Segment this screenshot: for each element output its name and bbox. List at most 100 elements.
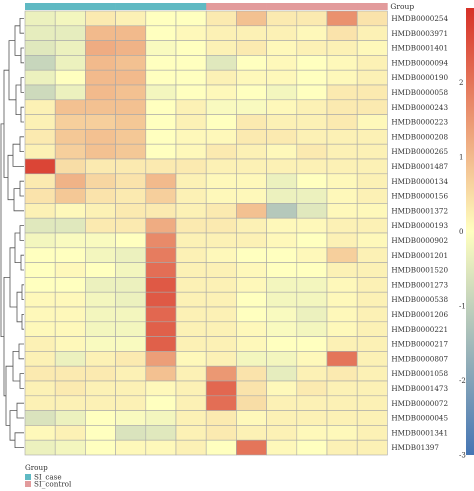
dendrogram-branch [13,188,24,212]
heatmap-cell [356,129,388,145]
heatmap-cell [205,25,237,41]
heatmap-cell [326,439,358,456]
heatmap-cell [296,291,328,308]
heatmap-cell [175,10,207,27]
color-scale-tick-label: 0 [459,228,463,236]
heatmap-cell [145,425,177,441]
legend-label: SI_control [34,480,72,489]
heatmap-cell [356,40,388,56]
heatmap-cell [296,306,328,323]
heatmap-cell [85,173,116,189]
heatmap-cell [175,306,207,323]
heatmap-cell [356,425,388,441]
heatmap-cell [266,55,298,71]
heatmap-cell [326,129,358,145]
heatmap-cell [266,114,298,130]
heatmap-cell [266,217,298,234]
heatmap-cell [175,380,207,397]
heatmap-cell [236,262,267,278]
heatmap-cell [115,99,147,115]
heatmap-cell [266,203,298,219]
heatmap-cell [296,410,328,426]
heatmap-cell [85,84,116,101]
heatmap-cell [326,351,358,367]
heatmap-cell [236,129,267,145]
heatmap-cell [24,143,56,160]
heatmap-cell [296,84,328,101]
heatmap-cell [356,277,388,293]
group-bar-segment [85,3,116,10]
heatmap-cell [24,217,56,234]
heatmap-cell [54,84,86,101]
heatmap-cell [266,425,298,441]
heatmap-cell [115,321,147,337]
row-label: HMDB0000058 [391,88,448,97]
heatmap-cell [85,306,116,323]
heatmap-cell [85,25,116,41]
heatmap-cell [54,380,86,397]
heatmap-cell [115,55,147,71]
heatmap-cell [326,84,358,101]
heatmap-cell [175,321,207,337]
heatmap-cell [175,114,207,130]
heatmap-cell [145,232,177,249]
heatmap-cell [205,321,237,337]
heatmap-cell [115,129,147,145]
heatmap-cell [145,262,177,278]
heatmap-cell [24,158,56,175]
heatmap-cell [145,306,177,323]
row-label: HMDB0000217 [391,340,448,349]
group-bar-segment [296,3,328,10]
heatmap-cell [205,40,237,56]
heatmap-cell [205,439,237,456]
heatmap-cell [326,395,358,411]
heatmap-cell [24,129,56,145]
heatmap-cell [24,173,56,189]
dendrogram-branch [16,291,22,323]
heatmap-cell [266,173,298,189]
row-label: HMDB0001341 [391,428,448,437]
heatmap-cell [85,143,116,160]
dendrogram-branch [9,410,17,441]
heatmap-cell [296,99,328,115]
heatmap-cell [115,380,147,397]
heatmap-cell [356,306,388,323]
heatmap-cell [205,158,237,175]
heatmap-cell [296,365,328,382]
heatmap-cell [326,173,358,189]
heatmap-cell [266,158,298,175]
heatmap-cell [175,232,207,249]
heatmap-cell [175,425,207,441]
heatmap-cell [326,232,358,249]
row-label: HMDB0001206 [391,310,448,319]
group-bar-segment [25,3,56,10]
heatmap-cell [115,25,147,41]
heatmap-cell [175,188,207,204]
heatmap-cell [236,351,267,367]
heatmap-cell [175,365,207,382]
row-label: HMDB0000807 [391,354,448,363]
heatmap-cell [205,247,237,263]
heatmap-cell [145,143,177,160]
heatmap-cell [145,395,177,411]
heatmap-cell [24,336,56,352]
heatmap-cell [356,173,388,189]
heatmap-cell [266,380,298,397]
heatmap-cell [54,114,86,130]
heatmap-cell [296,188,328,204]
heatmap-cell [296,158,328,175]
row-label: HMDB0001372 [391,206,448,215]
heatmap-cell [266,336,298,352]
heatmap-cell [205,291,237,308]
heatmap-cell [356,351,388,367]
heatmap-cell [266,40,298,56]
heatmap-cell [205,262,237,278]
heatmap-cell [205,129,237,145]
heatmap-cell [205,232,237,249]
heatmap-cell [115,217,147,234]
heatmap-cell [115,247,147,263]
heatmap-cell [85,336,116,352]
heatmap-cell [326,262,358,278]
heatmap-cell [85,129,116,145]
